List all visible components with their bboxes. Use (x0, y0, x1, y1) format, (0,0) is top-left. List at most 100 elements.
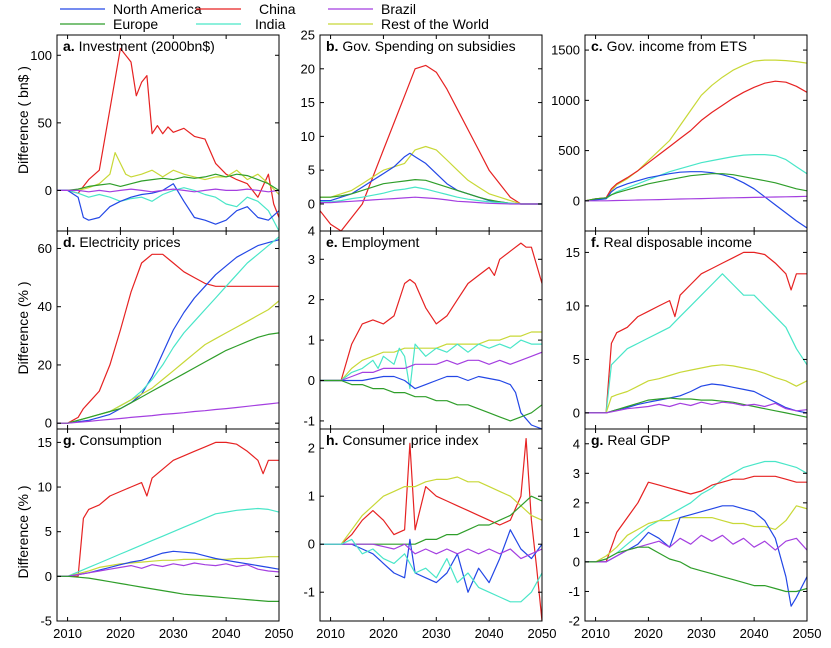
panel-frame (584, 428, 808, 622)
y-tick-label: 0 (573, 193, 580, 208)
panel-title-text: Real disposable income (600, 234, 753, 250)
panel-letter: d. (63, 234, 75, 250)
panel-letter: a. (63, 38, 75, 54)
series-line-brazil (57, 562, 279, 577)
series-line-china (320, 438, 542, 621)
y-tick-label: 20 (38, 357, 52, 372)
y-tick-label: 0 (45, 416, 52, 431)
panel-title-text: Consumer price index (338, 432, 478, 448)
panel-b: 0 5 10 15 20 25 4 b. Gov. Spending on subsidies (301, 28, 543, 239)
panel-letter: b. (326, 38, 338, 54)
x-tick-label: 2020 (106, 626, 135, 641)
y-axis-label-row1: Difference ( bn$ ) (15, 66, 31, 174)
series-line-india (585, 154, 807, 202)
x-tick-label: 2040 (475, 626, 504, 641)
series-line-china (57, 47, 279, 218)
y-tick-label: 5 (308, 163, 315, 178)
panel-letter: h. (326, 432, 338, 448)
panel-title-text: Employment (338, 234, 420, 250)
series-line-brazil (57, 402, 279, 424)
y-tick-label: 100 (30, 48, 52, 63)
series-line-brazil (585, 195, 807, 202)
y-tick-label: 0 (308, 537, 315, 552)
panel-h: 2010 2020 2030 2040 2050 -1 0 1 2 h. Consumer pri… (303, 428, 557, 641)
y-tick-label: 10 (566, 298, 580, 313)
panel-title: c. Gov. income from ETS (591, 38, 747, 54)
series-line-rest-of-world (585, 505, 807, 563)
panel-frame (56, 230, 280, 430)
legend-label-brazil: Brazil (381, 1, 416, 17)
panel-frame (56, 34, 280, 232)
y-tick-label: 1 (573, 525, 580, 540)
panel-f: 0 5 10 15 f. Real disposable income (566, 230, 808, 430)
x-tick-label: 2050 (793, 626, 822, 641)
y-tick-label: 25 (301, 28, 315, 43)
y-tick-label: 0 (308, 373, 315, 388)
series-line-europe (320, 379, 542, 422)
panel-title: g. Consumption (63, 432, 162, 448)
panel-e: -1 0 1 2 3 e. Employment (303, 230, 543, 430)
panel-title-text: Consumption (75, 432, 161, 448)
panel-title: g. Real GDP (591, 432, 670, 448)
series-group (57, 441, 279, 603)
y-tick-label: 40 (38, 299, 52, 314)
y-tick-label: 60 (38, 241, 52, 256)
y-tick-label: 0 (308, 196, 315, 211)
series-line-brazil (585, 401, 807, 414)
series-line-china (585, 80, 807, 202)
series-line-india (57, 236, 279, 424)
series-line-rest-of-world (320, 331, 542, 382)
series-line-brazil (585, 534, 807, 563)
y-tick-label: 5 (573, 352, 580, 367)
series-group (585, 460, 807, 607)
y-tick-label: 2 (308, 441, 315, 456)
y-tick-label: 1 (308, 333, 315, 348)
series-line-north-america (585, 383, 807, 414)
y-tick-label: 15 (566, 245, 580, 260)
x-tick-label: 2030 (687, 626, 716, 641)
series-line-north-america (320, 529, 542, 593)
x-tick-label: 2010 (581, 626, 610, 641)
y-axis-label-row2: Difference (% ) (15, 281, 31, 374)
y-tick-label: -1 (303, 585, 315, 600)
series-line-brazil (320, 196, 542, 205)
series-line-india (57, 507, 279, 577)
series-group (57, 47, 279, 231)
legend-label-rest-of-world: Rest of the World (381, 16, 489, 32)
panel-letter: g. (591, 432, 603, 448)
legend-label-europe: Europe (113, 16, 158, 32)
panel-d: 0 20 40 60 d. Electricity prices (38, 230, 280, 431)
series-line-north-america (320, 152, 542, 205)
x-tick-label: 2010 (53, 626, 82, 641)
x-tick-label: 2010 (316, 626, 345, 641)
y-tick-label: 2 (308, 292, 315, 307)
series-line-china (57, 253, 279, 424)
y-tick-label: 10 (301, 129, 315, 144)
x-tick-label: 2030 (159, 626, 188, 641)
x-tick-label: 2050 (265, 626, 294, 641)
series-line-india (57, 187, 279, 231)
panel-frame (56, 428, 280, 622)
series-line-china (585, 251, 807, 414)
y-tick-label-bottom: 4 (308, 224, 315, 239)
x-tick-label: 2030 (422, 626, 451, 641)
panel-title-text: Gov. income from ETS (603, 38, 747, 54)
y-tick-label: 1000 (551, 93, 580, 108)
panel-letter: c. (591, 38, 603, 54)
series-group (320, 242, 542, 429)
panel-title: b. Gov. Spending on subsidies (326, 38, 516, 54)
series-line-europe (320, 495, 542, 545)
y-tick-label: -5 (40, 614, 52, 629)
series-line-china (320, 64, 542, 231)
series-line-india (320, 538, 542, 603)
series-line-europe (57, 332, 279, 424)
y-tick-label: 0 (45, 183, 52, 198)
y-tick-label: 4 (573, 436, 580, 451)
y-tick-label: 1500 (551, 43, 580, 58)
series-line-brazil (320, 543, 542, 560)
series-line-india (320, 339, 542, 390)
panel-title-text: Electricity prices (75, 234, 180, 250)
panel-c: 0 500 1000 1500 c. Gov. income from ETS (551, 34, 808, 232)
x-tick-label: 2050 (528, 626, 557, 641)
